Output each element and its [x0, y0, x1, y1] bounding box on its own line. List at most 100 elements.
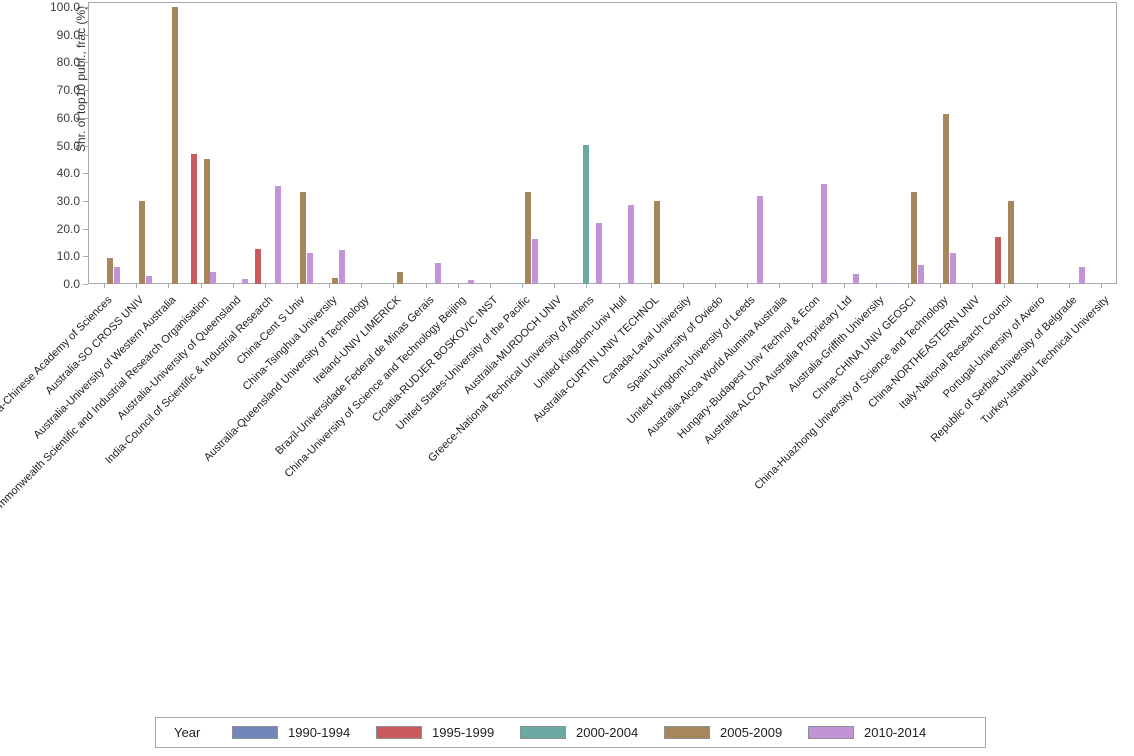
x-tick-mark	[1101, 284, 1102, 288]
legend-label: 1995-1999	[432, 725, 495, 740]
legend-swatch	[376, 726, 422, 739]
bar	[204, 159, 210, 284]
y-tick-mark	[83, 34, 88, 36]
x-tick-mark	[812, 284, 813, 288]
x-tick-mark	[651, 284, 652, 288]
x-tick-mark	[619, 284, 620, 288]
legend-label: 2010-2014	[864, 725, 927, 740]
y-tick-mark	[83, 173, 88, 175]
y-tick-label: 30.0	[56, 193, 80, 208]
legend-label: 2005-2009	[720, 725, 783, 740]
y-tick-mark	[83, 117, 88, 119]
x-tick-mark	[168, 284, 169, 288]
bar	[139, 201, 145, 284]
y-tick-mark	[83, 284, 88, 285]
y-tick-label: 70.0	[56, 83, 80, 98]
bar	[468, 280, 474, 284]
x-tick-mark	[393, 284, 394, 288]
y-tick-label: 10.0	[56, 249, 80, 264]
x-tick-mark	[940, 284, 941, 288]
y-tick-label: 100.0	[49, 0, 80, 14]
legend-entry: 2000-2004	[520, 725, 664, 740]
bar	[995, 237, 1001, 284]
bar	[397, 272, 403, 284]
x-tick-mark	[779, 284, 780, 288]
bar	[821, 184, 827, 284]
bar	[950, 253, 956, 284]
x-tick-mark	[554, 284, 555, 288]
y-tick-label: 90.0	[56, 27, 80, 42]
y-tick-label: 0.0	[63, 277, 80, 291]
bar	[886, 283, 892, 284]
x-tick-mark	[201, 284, 202, 288]
x-tick-mark	[233, 284, 234, 288]
legend-swatch	[664, 726, 710, 739]
bar	[911, 192, 917, 284]
bar	[307, 253, 313, 284]
x-tick-mark	[876, 284, 877, 288]
x-tick-mark	[329, 284, 330, 288]
legend-swatch	[232, 726, 278, 739]
bar	[853, 274, 859, 284]
legend-label: 1990-1994	[288, 725, 351, 740]
x-tick-mark	[490, 284, 491, 288]
y-tick-label: 20.0	[56, 221, 80, 236]
legend-entries: 1990-1994 1995-1999 2000-2004 2005-2009 2010…	[232, 725, 952, 740]
bar	[255, 249, 261, 284]
x-tick-mark	[522, 284, 523, 288]
bar	[596, 223, 602, 284]
plot-area	[88, 2, 1117, 284]
x-tick-mark	[715, 284, 716, 288]
bar	[1008, 201, 1014, 284]
bar	[628, 205, 634, 284]
y-tick-mark	[83, 62, 88, 64]
legend-swatch	[520, 726, 566, 739]
bar	[918, 265, 924, 284]
y-tick-label: 80.0	[56, 55, 80, 70]
bar	[435, 263, 441, 284]
x-tick-mark	[361, 284, 362, 288]
y-tick-mark	[83, 228, 88, 230]
legend-swatch	[808, 726, 854, 739]
bar	[532, 239, 538, 284]
x-tick-mark	[297, 284, 298, 288]
y-tick-label: 40.0	[56, 166, 80, 181]
bar	[1079, 267, 1085, 284]
bar	[242, 279, 248, 284]
legend-entry: 1995-1999	[376, 725, 520, 740]
y-tick-label: 60.0	[56, 110, 80, 125]
y-tick-mark	[83, 90, 88, 92]
x-tick-mark	[586, 284, 587, 288]
bar	[654, 201, 660, 284]
x-tick-mark	[1069, 284, 1070, 288]
bar	[191, 154, 197, 284]
x-tick-mark	[908, 284, 909, 288]
legend-label: 2000-2004	[576, 725, 639, 740]
bar	[339, 250, 345, 284]
bar	[210, 272, 216, 284]
x-tick-mark	[747, 284, 748, 288]
x-tick-mark	[265, 284, 266, 288]
y-tick-mark	[83, 7, 88, 8]
x-tick-mark	[972, 284, 973, 288]
x-tick-mark	[683, 284, 684, 288]
x-tick-mark	[426, 284, 427, 288]
bar	[146, 276, 152, 284]
legend-entry: 1990-1994	[232, 725, 376, 740]
x-tick-mark	[1037, 284, 1038, 288]
bar	[525, 192, 531, 284]
legend-entry: 2010-2014	[808, 725, 952, 740]
bar	[107, 258, 113, 284]
bar	[300, 192, 306, 284]
x-tick-mark	[104, 284, 105, 288]
bar	[332, 278, 338, 284]
legend: Year 1990-1994 1995-1999 2000-2004 2005-200…	[155, 717, 986, 748]
bar	[172, 7, 178, 284]
legend-entry: 2005-2009	[664, 725, 808, 740]
legend-title: Year	[174, 725, 201, 740]
x-tick-mark	[136, 284, 137, 288]
x-tick-mark	[458, 284, 459, 288]
y-tick-mark	[83, 145, 88, 147]
bar	[583, 145, 589, 284]
